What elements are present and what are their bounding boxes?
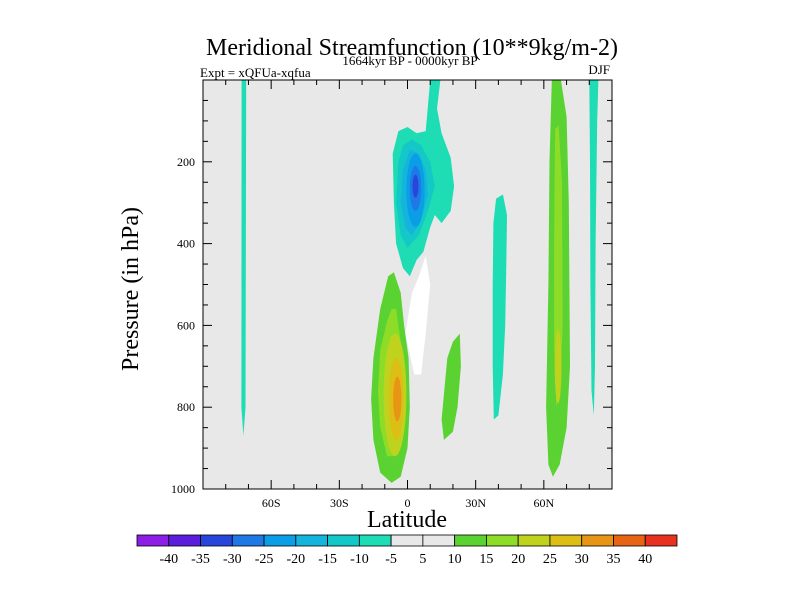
x-tick-label: 30S bbox=[330, 496, 349, 510]
x-tick-label: 30N bbox=[465, 496, 486, 510]
band-70n-fill bbox=[589, 80, 599, 416]
colorbar-label: -30 bbox=[223, 552, 242, 567]
colorbar-box bbox=[168, 534, 201, 547]
y-tick-label: 200 bbox=[177, 155, 195, 169]
subtitle-left: Expt = xQFUa-xqfua bbox=[200, 65, 311, 80]
colorbar-box bbox=[454, 534, 487, 547]
colorbar-label: -40 bbox=[159, 552, 178, 567]
x-tick-label: 60N bbox=[533, 496, 554, 510]
colorbar-box bbox=[200, 534, 233, 547]
x-axis-label: Latitude bbox=[367, 507, 447, 533]
colorbar-label: -25 bbox=[255, 552, 274, 567]
colorbar-box bbox=[549, 534, 583, 547]
x-tick-label: 60S bbox=[262, 496, 281, 510]
colorbar-label: 40 bbox=[638, 552, 652, 567]
y-tick-label: 400 bbox=[177, 237, 195, 251]
x-tick-label: 0 bbox=[405, 496, 411, 510]
colorbar-label: -5 bbox=[385, 552, 397, 567]
colorbar-label: 5 bbox=[419, 552, 426, 567]
colorbar-label: -35 bbox=[191, 552, 210, 567]
colorbar-box bbox=[581, 534, 614, 547]
colorbar-box bbox=[358, 534, 392, 547]
y-tick-label: 800 bbox=[177, 400, 195, 414]
y-tick-label: 600 bbox=[177, 318, 195, 332]
band-20n-fill bbox=[441, 333, 461, 440]
colorbar-label: 15 bbox=[479, 552, 493, 567]
colorbar-box bbox=[295, 534, 328, 547]
colorbar: -40 -35 -30 -25 -20 -15 -10 -5 5 10 15 20 25 30 35 40 bbox=[136, 534, 678, 567]
colorbar-label: -10 bbox=[350, 552, 369, 567]
colorbar-box bbox=[486, 534, 519, 547]
y-axis-ticks: 200 400 600 800 1000 bbox=[171, 99, 612, 496]
colorbar-label: 30 bbox=[575, 552, 589, 567]
subtitle-center: 1664kyr BP - 0000kyr BP bbox=[342, 53, 477, 68]
colorbar-box bbox=[613, 534, 646, 547]
eq-zero-gap bbox=[405, 255, 431, 375]
colorbar-label: -15 bbox=[318, 552, 337, 567]
contour-fields bbox=[241, 80, 599, 483]
y-tick-label: 1000 bbox=[171, 482, 195, 496]
y-axis-label: Pressure (in hPa) bbox=[118, 207, 144, 371]
colorbar-box bbox=[422, 534, 456, 547]
colorbar-box bbox=[231, 534, 265, 547]
subtitle-right: DJF bbox=[588, 62, 610, 77]
colorbar-box bbox=[390, 534, 424, 547]
colorbar-box bbox=[644, 534, 678, 547]
colorbar-box bbox=[263, 534, 297, 547]
chart-title: Meridional Streamfunction (10**9kg/m-2) bbox=[206, 35, 618, 61]
x-axis-ticks: 60S 30S 0 30N 60N bbox=[202, 80, 613, 510]
colorbar-box bbox=[517, 534, 551, 547]
colorbar-label: 25 bbox=[543, 552, 557, 567]
sh-pos-cell-level-30 bbox=[393, 376, 402, 422]
colorbar-label: 20 bbox=[511, 552, 525, 567]
colorbar-box bbox=[136, 534, 170, 547]
colorbar-label: 35 bbox=[607, 552, 621, 567]
colorbar-label: -20 bbox=[286, 552, 305, 567]
column-60n-level-20 bbox=[554, 329, 562, 404]
band-60s-fill bbox=[241, 80, 247, 436]
colorbar-box bbox=[327, 534, 360, 547]
eq-neg-cell-level-30 bbox=[412, 174, 419, 198]
band-40n-fill bbox=[492, 194, 507, 420]
colorbar-label: 10 bbox=[448, 552, 462, 567]
